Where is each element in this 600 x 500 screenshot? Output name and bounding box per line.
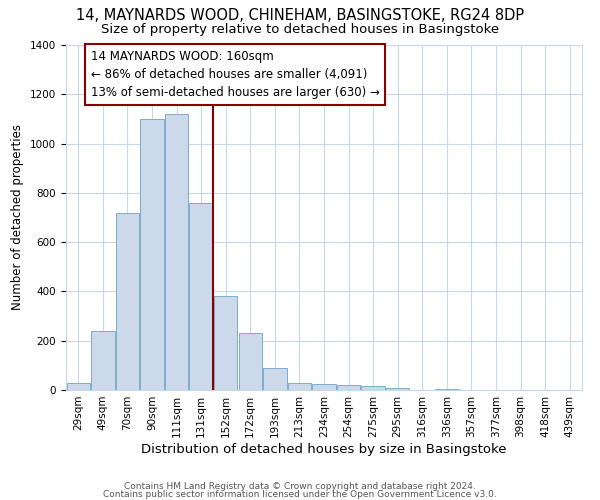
Bar [263, 368, 287, 390]
Bar [91, 331, 115, 390]
Text: Size of property relative to detached houses in Basingstoke: Size of property relative to detached ho… [101, 22, 499, 36]
Text: Contains HM Land Registry data © Crown copyright and database right 2024.: Contains HM Land Registry data © Crown c… [124, 482, 476, 491]
Bar [214, 296, 238, 390]
Bar [140, 119, 164, 390]
Bar [361, 386, 385, 390]
Bar [190, 202, 213, 390]
Bar [67, 382, 90, 390]
Bar [239, 334, 262, 390]
Bar [116, 212, 139, 390]
Bar [337, 385, 360, 390]
Bar [165, 114, 188, 390]
Bar [288, 382, 311, 390]
X-axis label: Distribution of detached houses by size in Basingstoke: Distribution of detached houses by size … [141, 442, 507, 456]
Bar [386, 388, 409, 390]
Text: Contains public sector information licensed under the Open Government Licence v3: Contains public sector information licen… [103, 490, 497, 499]
Bar [435, 389, 458, 390]
Text: 14 MAYNARDS WOOD: 160sqm
← 86% of detached houses are smaller (4,091)
13% of sem: 14 MAYNARDS WOOD: 160sqm ← 86% of detach… [91, 50, 379, 99]
Bar [313, 384, 335, 390]
Y-axis label: Number of detached properties: Number of detached properties [11, 124, 25, 310]
Text: 14, MAYNARDS WOOD, CHINEHAM, BASINGSTOKE, RG24 8DP: 14, MAYNARDS WOOD, CHINEHAM, BASINGSTOKE… [76, 8, 524, 22]
